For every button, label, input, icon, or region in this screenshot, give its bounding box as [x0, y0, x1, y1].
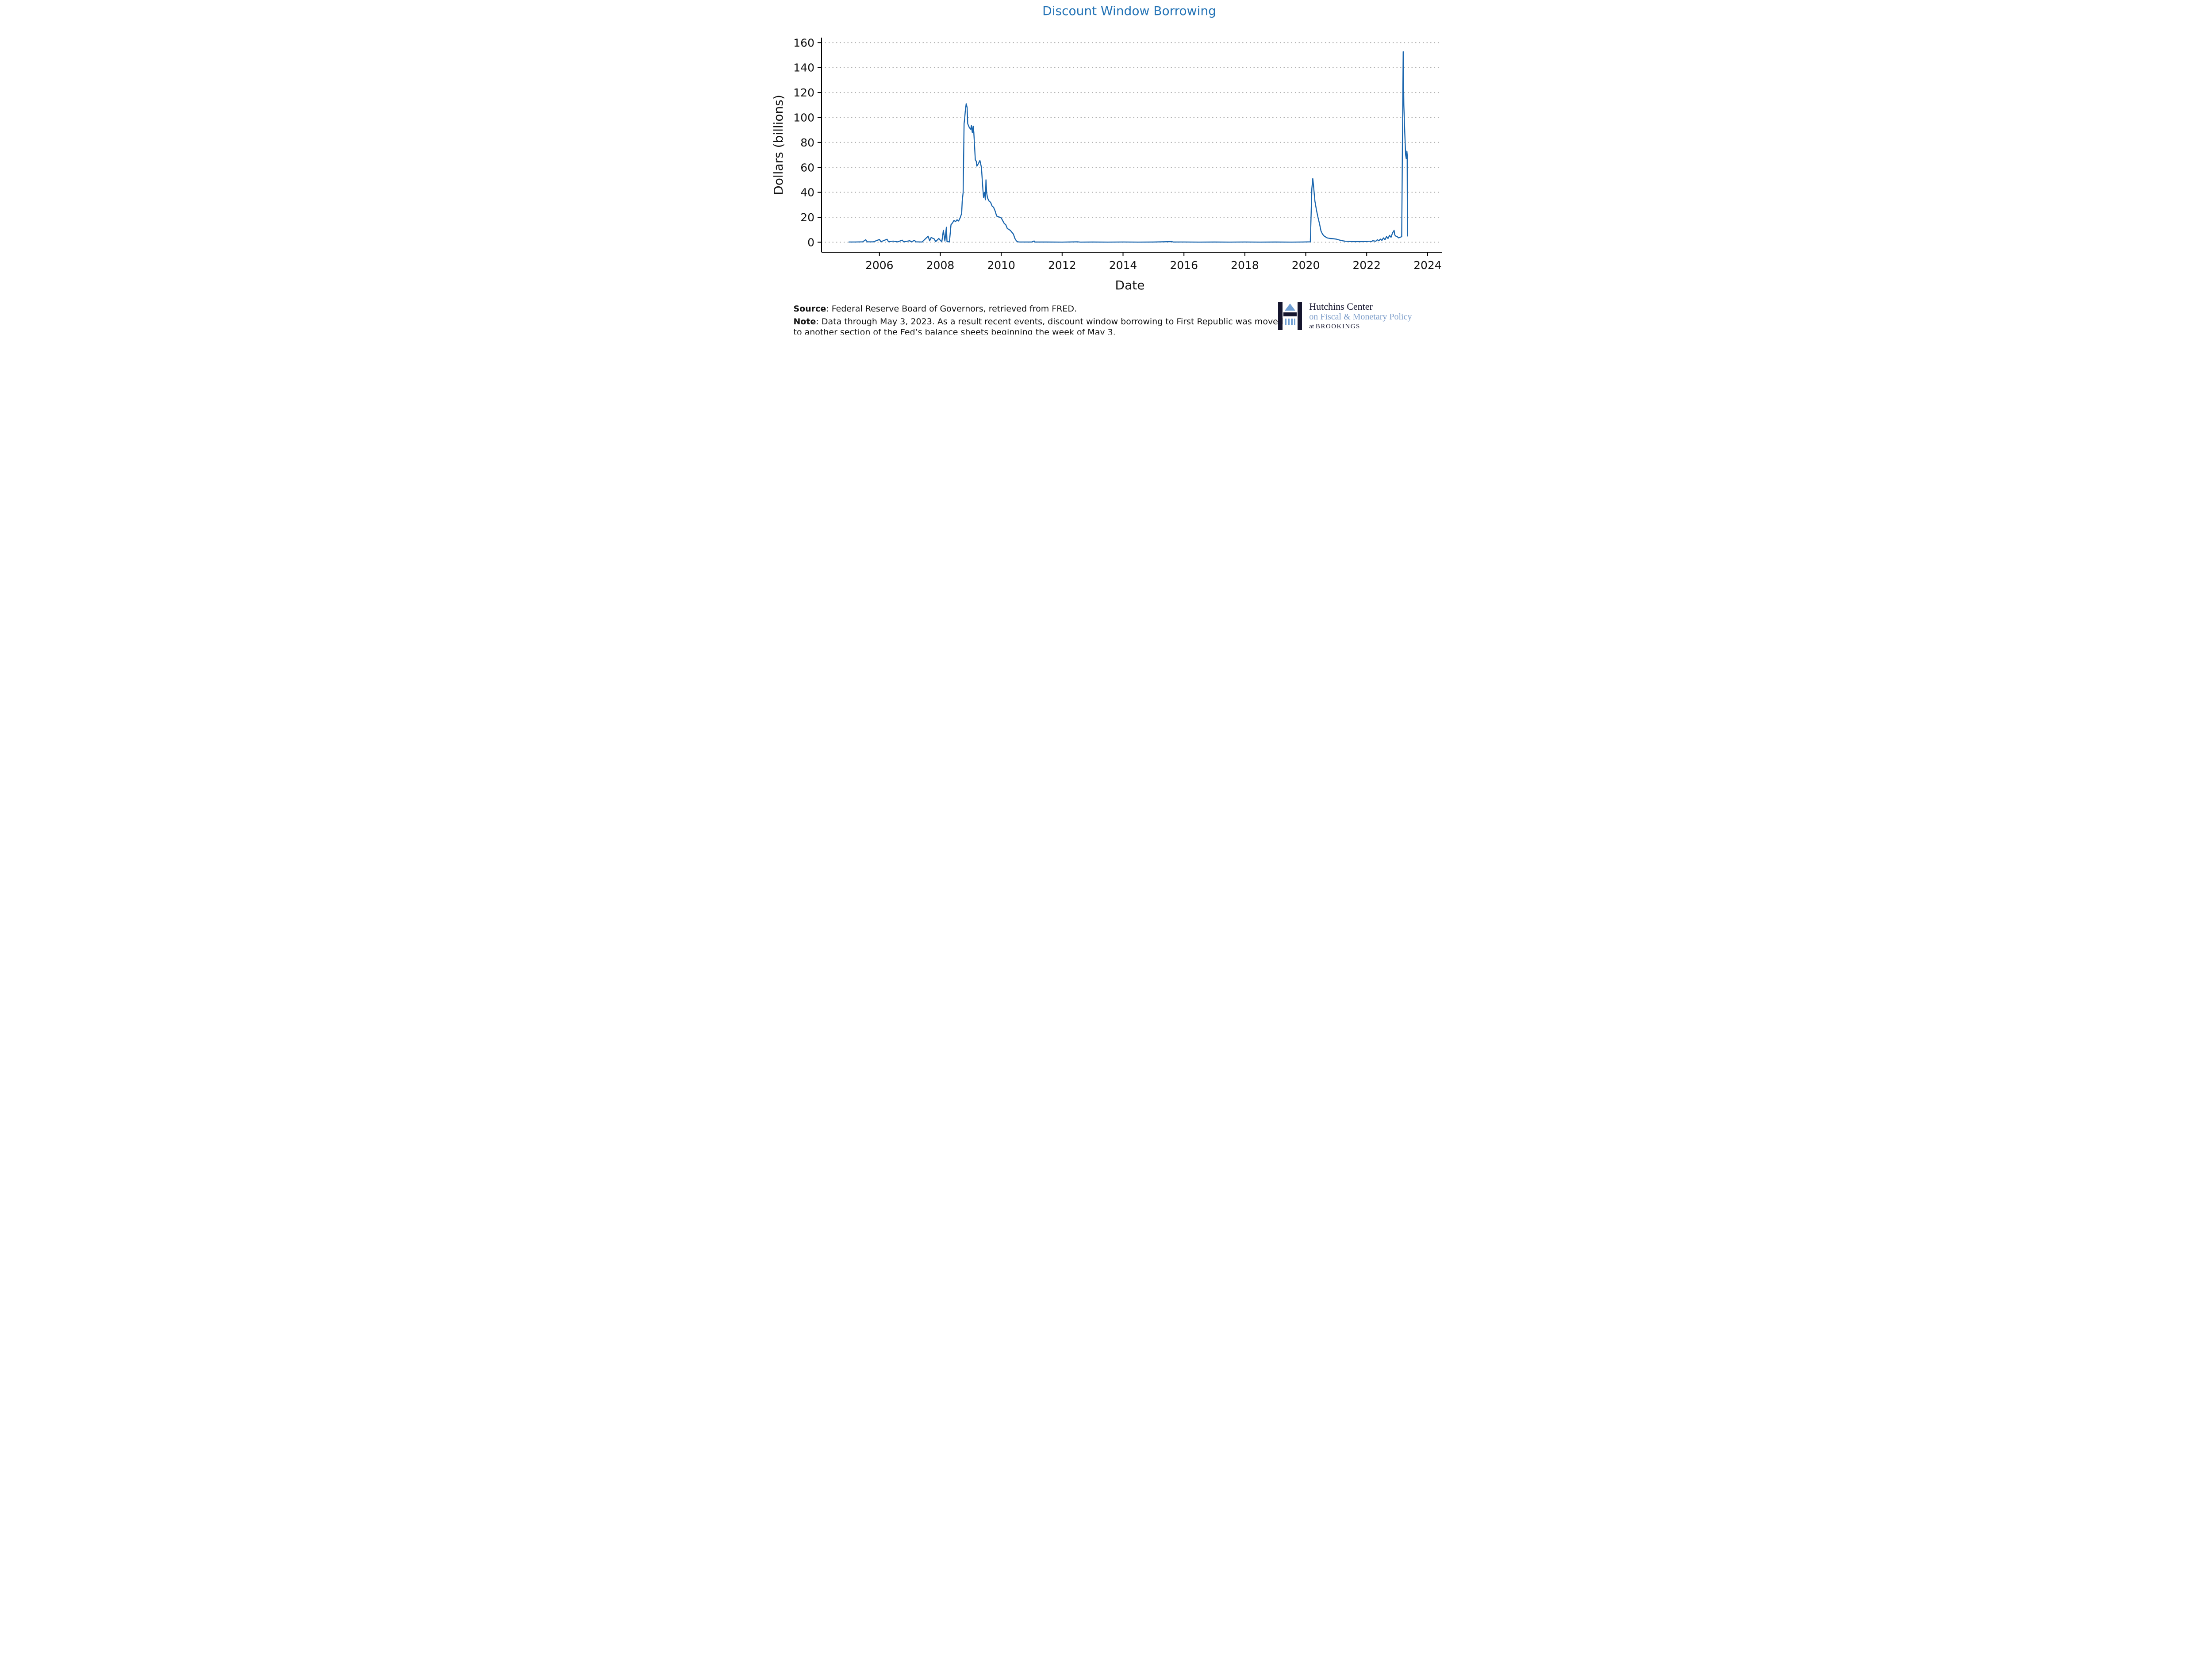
- chart-title: Discount Window Borrowing: [1042, 4, 1216, 18]
- y-tick-label: 80: [800, 136, 814, 149]
- y-tick-label: 100: [793, 111, 814, 124]
- y-axis: 0 20 40 60 80 100 120 140 160: [793, 36, 822, 249]
- x-tick-label: 2024: [1413, 259, 1442, 272]
- logo-at: at: [1309, 323, 1316, 331]
- x-tick-label: 2018: [1231, 259, 1259, 272]
- y-tick-label: 120: [793, 86, 814, 99]
- pediment-icon: [1285, 303, 1296, 311]
- y-tick-label: 40: [800, 186, 814, 199]
- note-label: Note: [793, 316, 816, 327]
- x-tick-label: 2006: [865, 259, 893, 272]
- x-axis: 2006 2008 2010 2012 2014 2016 2018 2020 2022 2024: [865, 252, 1441, 272]
- logo-right-bar: [1298, 301, 1302, 330]
- y-axis-label: Dollars (billions): [771, 95, 786, 195]
- line-chart: 2006 2008 2010 2012 2014 2016 2018 2020 2022 2024…: [771, 36, 1442, 292]
- y-tick-label: 20: [800, 211, 814, 224]
- x-axis-label: Date: [1115, 278, 1144, 292]
- x-tick-label: 2020: [1291, 259, 1320, 272]
- x-tick-label: 2022: [1352, 259, 1381, 272]
- chart-notes: Source: Federal Reserve Board of Governo…: [794, 304, 1287, 335]
- x-tick-label: 2010: [987, 259, 1015, 272]
- source-label: Source: [793, 304, 826, 314]
- data-line: [848, 51, 1408, 243]
- x-tick-label: 2008: [926, 259, 954, 272]
- x-tick-label: 2014: [1109, 259, 1137, 272]
- data-note: Note: Data through May 3, 2023. As a res…: [794, 316, 1287, 335]
- columns-icon: [1285, 318, 1296, 325]
- hutchins-logo-text: Hutchins Center on Fiscal & Monetary Pol…: [1309, 301, 1412, 331]
- logo-brookings: BROOKINGS: [1315, 323, 1360, 331]
- y-tick-label: 160: [793, 36, 814, 49]
- source-text: : Federal Reserve Board of Governors, re…: [826, 304, 1077, 314]
- y-tick-label: 0: [807, 236, 814, 249]
- hutchins-logo: Hutchins Center on Fiscal & Monetary Pol…: [1278, 301, 1412, 331]
- footer: Source: Federal Reserve Board of Governo…: [769, 299, 1443, 335]
- logo-left-bar: [1278, 301, 1283, 330]
- y-tick-label: 140: [793, 62, 814, 74]
- y-tick-label: 60: [800, 161, 814, 174]
- hutchins-h-icon: [1278, 301, 1302, 330]
- axes: [821, 38, 1442, 253]
- source-note: Source: Federal Reserve Board of Governo…: [794, 304, 1287, 315]
- x-tick-label: 2012: [1048, 259, 1076, 272]
- logo-line-hutchins-center: Hutchins Center: [1309, 301, 1373, 312]
- logo-line-brookings: at BROOKINGS: [1309, 323, 1412, 331]
- logo-line-fiscal-monetary: on Fiscal & Monetary Policy: [1309, 312, 1412, 322]
- y-gridlines: [821, 42, 1442, 243]
- chart-page: Discount Window Borrowing 2006 2008 2010 20…: [769, 0, 1443, 335]
- x-tick-label: 2016: [1170, 259, 1198, 272]
- logo-middle: [1283, 302, 1297, 330]
- note-text: : Data through May 3, 2023. As a result …: [793, 316, 1283, 335]
- logo-crossbar: [1283, 312, 1297, 316]
